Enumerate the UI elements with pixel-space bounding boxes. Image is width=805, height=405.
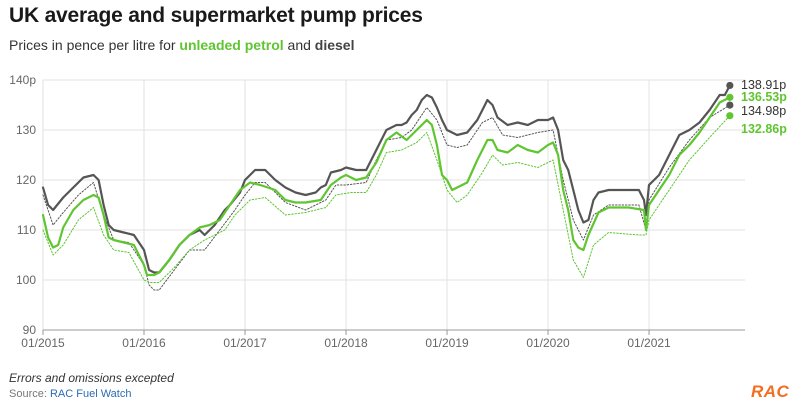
source-line: Source: RAC Fuel Watch — [9, 388, 131, 400]
x-tick-label: 01/2020 — [526, 336, 570, 350]
end-value-label: 134.98p — [741, 104, 786, 118]
chart-subtitle: Prices in pence per litre for unleaded p… — [9, 37, 354, 53]
y-tick-label: 120 — [16, 173, 36, 187]
series-line-petrol_avg — [41, 96, 731, 277]
subtitle-mid: and — [283, 37, 315, 53]
end-dot-diesel_supermarket — [726, 101, 734, 109]
end-value-label: 132.86p — [741, 122, 787, 136]
source-prefix: Source: — [9, 388, 50, 400]
y-tick-label: 130 — [16, 123, 36, 137]
x-tick-label: 01/2015 — [21, 336, 65, 350]
source-link[interactable]: RAC Fuel Watch — [49, 388, 132, 400]
end-value-label: 138.91p — [741, 78, 786, 92]
subtitle-prefix: Prices in pence per litre for — [9, 37, 180, 53]
series-line-petrol_supermarket — [42, 115, 731, 283]
x-tick-label: 01/2017 — [223, 336, 267, 350]
chart-title: UK average and supermarket pump prices — [9, 4, 423, 27]
y-tick-label: 140p — [9, 73, 36, 87]
x-tick-label: 01/2019 — [425, 336, 469, 350]
rac-logo: RAC — [751, 382, 790, 401]
end-dot-diesel_avg — [726, 81, 734, 90]
y-tick-label: 110 — [17, 223, 36, 237]
x-tick-label: 01/2018 — [324, 336, 368, 350]
end-dot-petrol_avg — [726, 93, 734, 101]
end-dot-petrol_supermarket — [726, 112, 734, 120]
subtitle-petrol: unleaded petrol — [179, 37, 284, 53]
y-tick-label: 90 — [23, 323, 37, 337]
errors-note: Errors and omissions excepted — [9, 371, 174, 385]
series-line-diesel_avg — [41, 84, 731, 274]
x-tick-label: 01/2021 — [627, 336, 671, 350]
y-tick-label: 100 — [16, 273, 36, 287]
x-tick-label: 01/2016 — [122, 336, 166, 350]
subtitle-diesel: diesel — [314, 37, 355, 53]
end-value-label: 136.53p — [741, 90, 787, 104]
